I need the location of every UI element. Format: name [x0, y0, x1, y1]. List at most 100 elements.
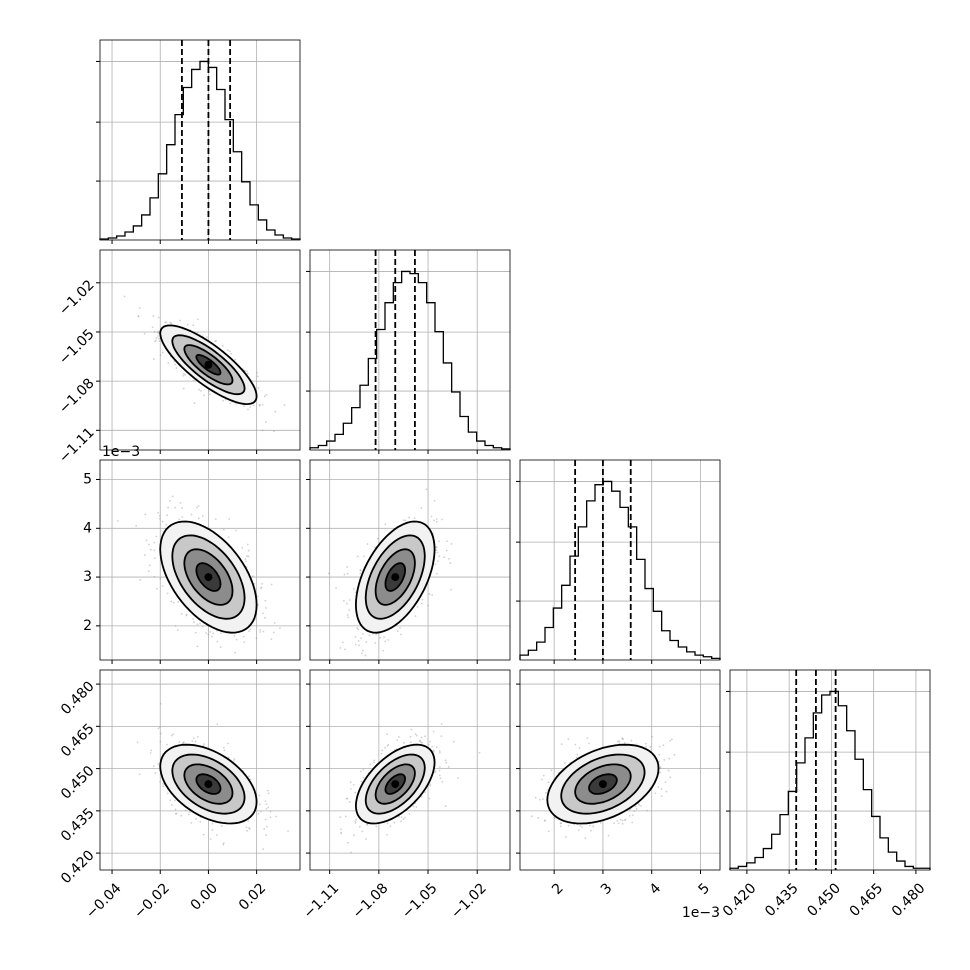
sample-point [259, 631, 262, 633]
sample-point [421, 741, 423, 744]
sample-point [657, 786, 660, 788]
sample-point [194, 740, 197, 743]
sample-point [420, 507, 423, 509]
sample-point [159, 702, 162, 705]
sample-point [166, 792, 169, 795]
sample-point [530, 815, 533, 818]
histogram-1 [309, 270, 511, 450]
sample-point [564, 762, 566, 765]
grid-2-2 [520, 460, 720, 660]
sample-point [343, 573, 346, 576]
sample-point [193, 737, 195, 740]
sample-point [157, 511, 160, 514]
sample-point [420, 741, 422, 744]
sample-point [275, 815, 278, 818]
sample-point [617, 822, 620, 825]
sample-point [348, 801, 351, 803]
axes-frame [519, 459, 721, 661]
sample-point [161, 520, 164, 523]
sample-point [171, 495, 174, 498]
sample-point [248, 827, 250, 829]
sample-point [249, 628, 252, 631]
xtick-label: 5 [695, 880, 713, 898]
sample-point [435, 518, 438, 520]
sample-point [267, 792, 270, 795]
sample-point [659, 767, 662, 770]
contour-3 [195, 773, 222, 795]
sample-point [266, 789, 269, 792]
sample-point [149, 548, 152, 551]
xtick-label: 0.02 [236, 880, 269, 913]
sample-point [379, 636, 382, 639]
sample-point [214, 340, 216, 343]
sample-point [152, 315, 155, 317]
sample-point [181, 506, 184, 509]
xtick-label: 0.00 [188, 880, 221, 913]
xtick-label: −1.08 [350, 880, 392, 922]
sample-point [183, 741, 185, 744]
sample-point [192, 618, 195, 620]
panel-3-0: −0.04 −0.02 0.00 0.02 0.4200.4350.4500.4650.… [58, 669, 301, 922]
y-exponent-label: 1e−3 [102, 444, 140, 460]
sample-point [197, 517, 200, 520]
contour-1 [560, 753, 646, 815]
sample-point [404, 519, 407, 522]
sample-point [393, 821, 396, 824]
sample-point [165, 321, 168, 324]
sample-point [617, 740, 619, 743]
sample-point [145, 539, 148, 542]
sample-point [660, 795, 663, 798]
sample-point [182, 372, 185, 375]
sample-point [173, 799, 176, 802]
xtick-label: −1.02 [448, 880, 490, 922]
sample-point [436, 560, 439, 563]
sample-point [344, 648, 346, 651]
sample-point [362, 633, 364, 635]
sample-point [387, 743, 390, 746]
sample-point [246, 370, 248, 373]
sample-point [590, 829, 592, 832]
sample-point [265, 807, 268, 810]
sample-point [186, 323, 189, 326]
sample-point [174, 506, 177, 509]
contour-2 [183, 763, 234, 805]
sample-point [247, 549, 250, 552]
sample-point [198, 388, 201, 391]
sample-point [444, 805, 447, 807]
sample-point [205, 632, 207, 634]
sample-point [153, 575, 156, 578]
sample-point [618, 740, 621, 743]
sample-point [175, 367, 178, 369]
sample-point [220, 825, 223, 827]
sample-point [438, 769, 441, 772]
ytick-label: 0.450 [58, 763, 98, 803]
sample-point [182, 741, 185, 744]
contour-1 [171, 534, 246, 620]
sample-point [209, 393, 211, 396]
sample-point [242, 635, 245, 638]
sample-point [359, 569, 362, 572]
sample-point [352, 783, 355, 786]
contour-3 [384, 562, 407, 592]
axes-frame [729, 669, 931, 871]
axes-frame [99, 459, 301, 661]
sample-point [161, 585, 164, 587]
sample-point [166, 743, 168, 746]
sample-point [222, 399, 224, 402]
sample-point [153, 557, 156, 560]
sample-point [199, 622, 201, 625]
sample-point [621, 737, 624, 740]
sample-point [366, 824, 369, 826]
sample-point [155, 587, 158, 590]
sample-point [262, 630, 265, 633]
sample-point [162, 785, 165, 788]
sample-point [402, 519, 405, 522]
sample-point [354, 820, 357, 823]
sample-point [384, 640, 387, 643]
ytick-label: −1.08 [56, 375, 98, 417]
sample-point [216, 834, 218, 836]
sample-point [180, 613, 183, 615]
sample-point [365, 641, 368, 644]
sample-point [187, 813, 190, 816]
sample-point [178, 740, 181, 743]
